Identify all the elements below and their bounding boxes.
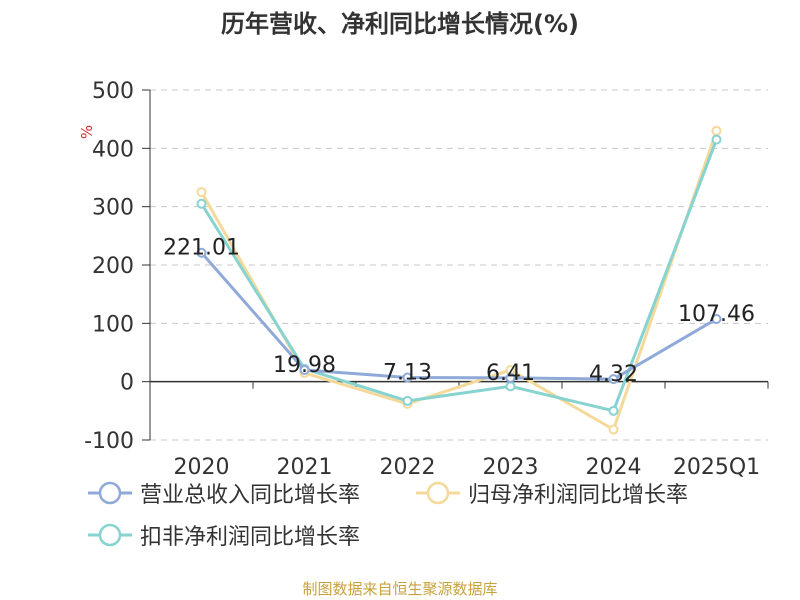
data-label: 221.01 (163, 236, 240, 261)
data-label: 4.32 (589, 362, 638, 387)
legend-label-deducted-profit: 扣非净利润同比增长率 (140, 525, 361, 550)
data-point-2 (608, 405, 619, 416)
data-label: 7.13 (383, 361, 432, 386)
data-label: 6.41 (486, 361, 535, 386)
data-labels: 221.01 19.98 7.13 6.41 4.32 107.46 (163, 236, 755, 387)
series-lines (196, 125, 722, 435)
x-tick-label: 2020 (174, 455, 230, 480)
data-source-note: 制图数据来自恒生聚源数据库 (302, 580, 498, 598)
data-point-1 (608, 424, 619, 435)
y-axis-unit: % (78, 125, 96, 139)
data-point-1 (711, 125, 722, 136)
legend-marker-net-profit-icon (416, 481, 460, 505)
data-point-0 (608, 374, 619, 385)
y-tick-label: 400 (92, 137, 134, 162)
data-label: 19.98 (273, 353, 336, 378)
legend-marker-deducted-profit-icon (88, 523, 132, 547)
series-line-0 (200, 251, 718, 381)
x-tick-label: 2022 (380, 455, 436, 480)
legend-label-revenue: 营业总收入同比增长率 (140, 483, 361, 508)
data-point-0 (196, 247, 207, 258)
data-point-0 (299, 365, 310, 376)
y-tick-label: 100 (92, 312, 134, 337)
legend-item-net-profit[interactable]: 归母净利润同比增长率 (416, 478, 688, 508)
legend-item-revenue[interactable]: 营业总收入同比增长率 (88, 478, 360, 508)
legend-marker-revenue-icon (88, 481, 132, 505)
data-point-1 (196, 187, 207, 198)
data-point-2 (711, 134, 722, 145)
y-tick-label: 300 (92, 196, 134, 221)
y-tick-label: 500 (92, 79, 134, 104)
legend-label-net-profit: 归母净利润同比增长率 (468, 483, 689, 508)
x-tick-label: 2021 (277, 455, 333, 480)
x-tick-label: 2024 (586, 455, 642, 480)
y-tick-label: 0 (120, 371, 134, 396)
legend-item-deducted-profit[interactable]: 扣非净利润同比增长率 (88, 520, 360, 550)
data-label: 107.46 (678, 302, 755, 327)
data-point-0 (402, 372, 413, 383)
data-point-2 (402, 395, 413, 406)
x-tick-label: 2025Q1 (673, 455, 760, 480)
chart-title: 历年营收、净利同比增长情况(%) (221, 10, 579, 38)
y-tick-label: -100 (84, 429, 134, 454)
data-point-0 (505, 372, 516, 383)
axes: -100 0 100 200 300 400 500 2020 2021 2022 2023 2024… (78, 79, 769, 480)
data-point-0 (711, 313, 722, 324)
series-line-2 (200, 139, 718, 413)
grid-lines (150, 89, 768, 441)
x-tick-label: 2023 (483, 455, 539, 480)
y-tick-label: 200 (92, 254, 134, 279)
data-point-2 (196, 198, 207, 209)
